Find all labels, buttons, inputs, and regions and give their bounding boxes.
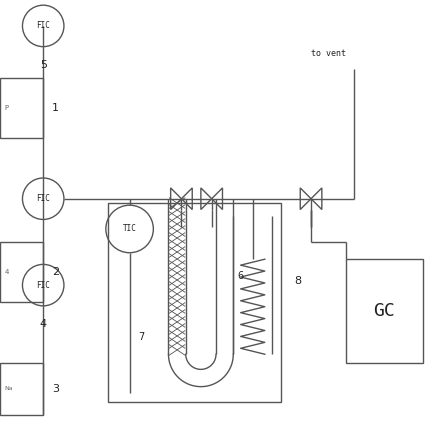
Text: FIC: FIC (36, 194, 50, 203)
Text: GC: GC (374, 302, 395, 320)
Bar (0, 363, 43, 415)
Text: 6: 6 (238, 271, 244, 282)
Text: TIC: TIC (123, 225, 137, 233)
Bar (0, 78, 43, 138)
Text: 1: 1 (52, 103, 59, 113)
Text: P: P (4, 105, 9, 111)
Text: 2: 2 (52, 267, 59, 277)
Text: to vent: to vent (311, 49, 346, 58)
Text: 8: 8 (294, 276, 301, 286)
Text: Na: Na (4, 386, 13, 391)
Bar (0, 242, 43, 302)
Text: 4: 4 (4, 269, 9, 275)
Text: 5: 5 (40, 60, 47, 70)
Text: FIC: FIC (36, 22, 50, 30)
Text: 4: 4 (40, 319, 47, 329)
Bar (346, 259, 423, 363)
Text: FIC: FIC (36, 281, 50, 289)
Text: 3: 3 (52, 384, 59, 394)
Bar (108, 203, 281, 402)
Text: 7: 7 (138, 332, 144, 342)
